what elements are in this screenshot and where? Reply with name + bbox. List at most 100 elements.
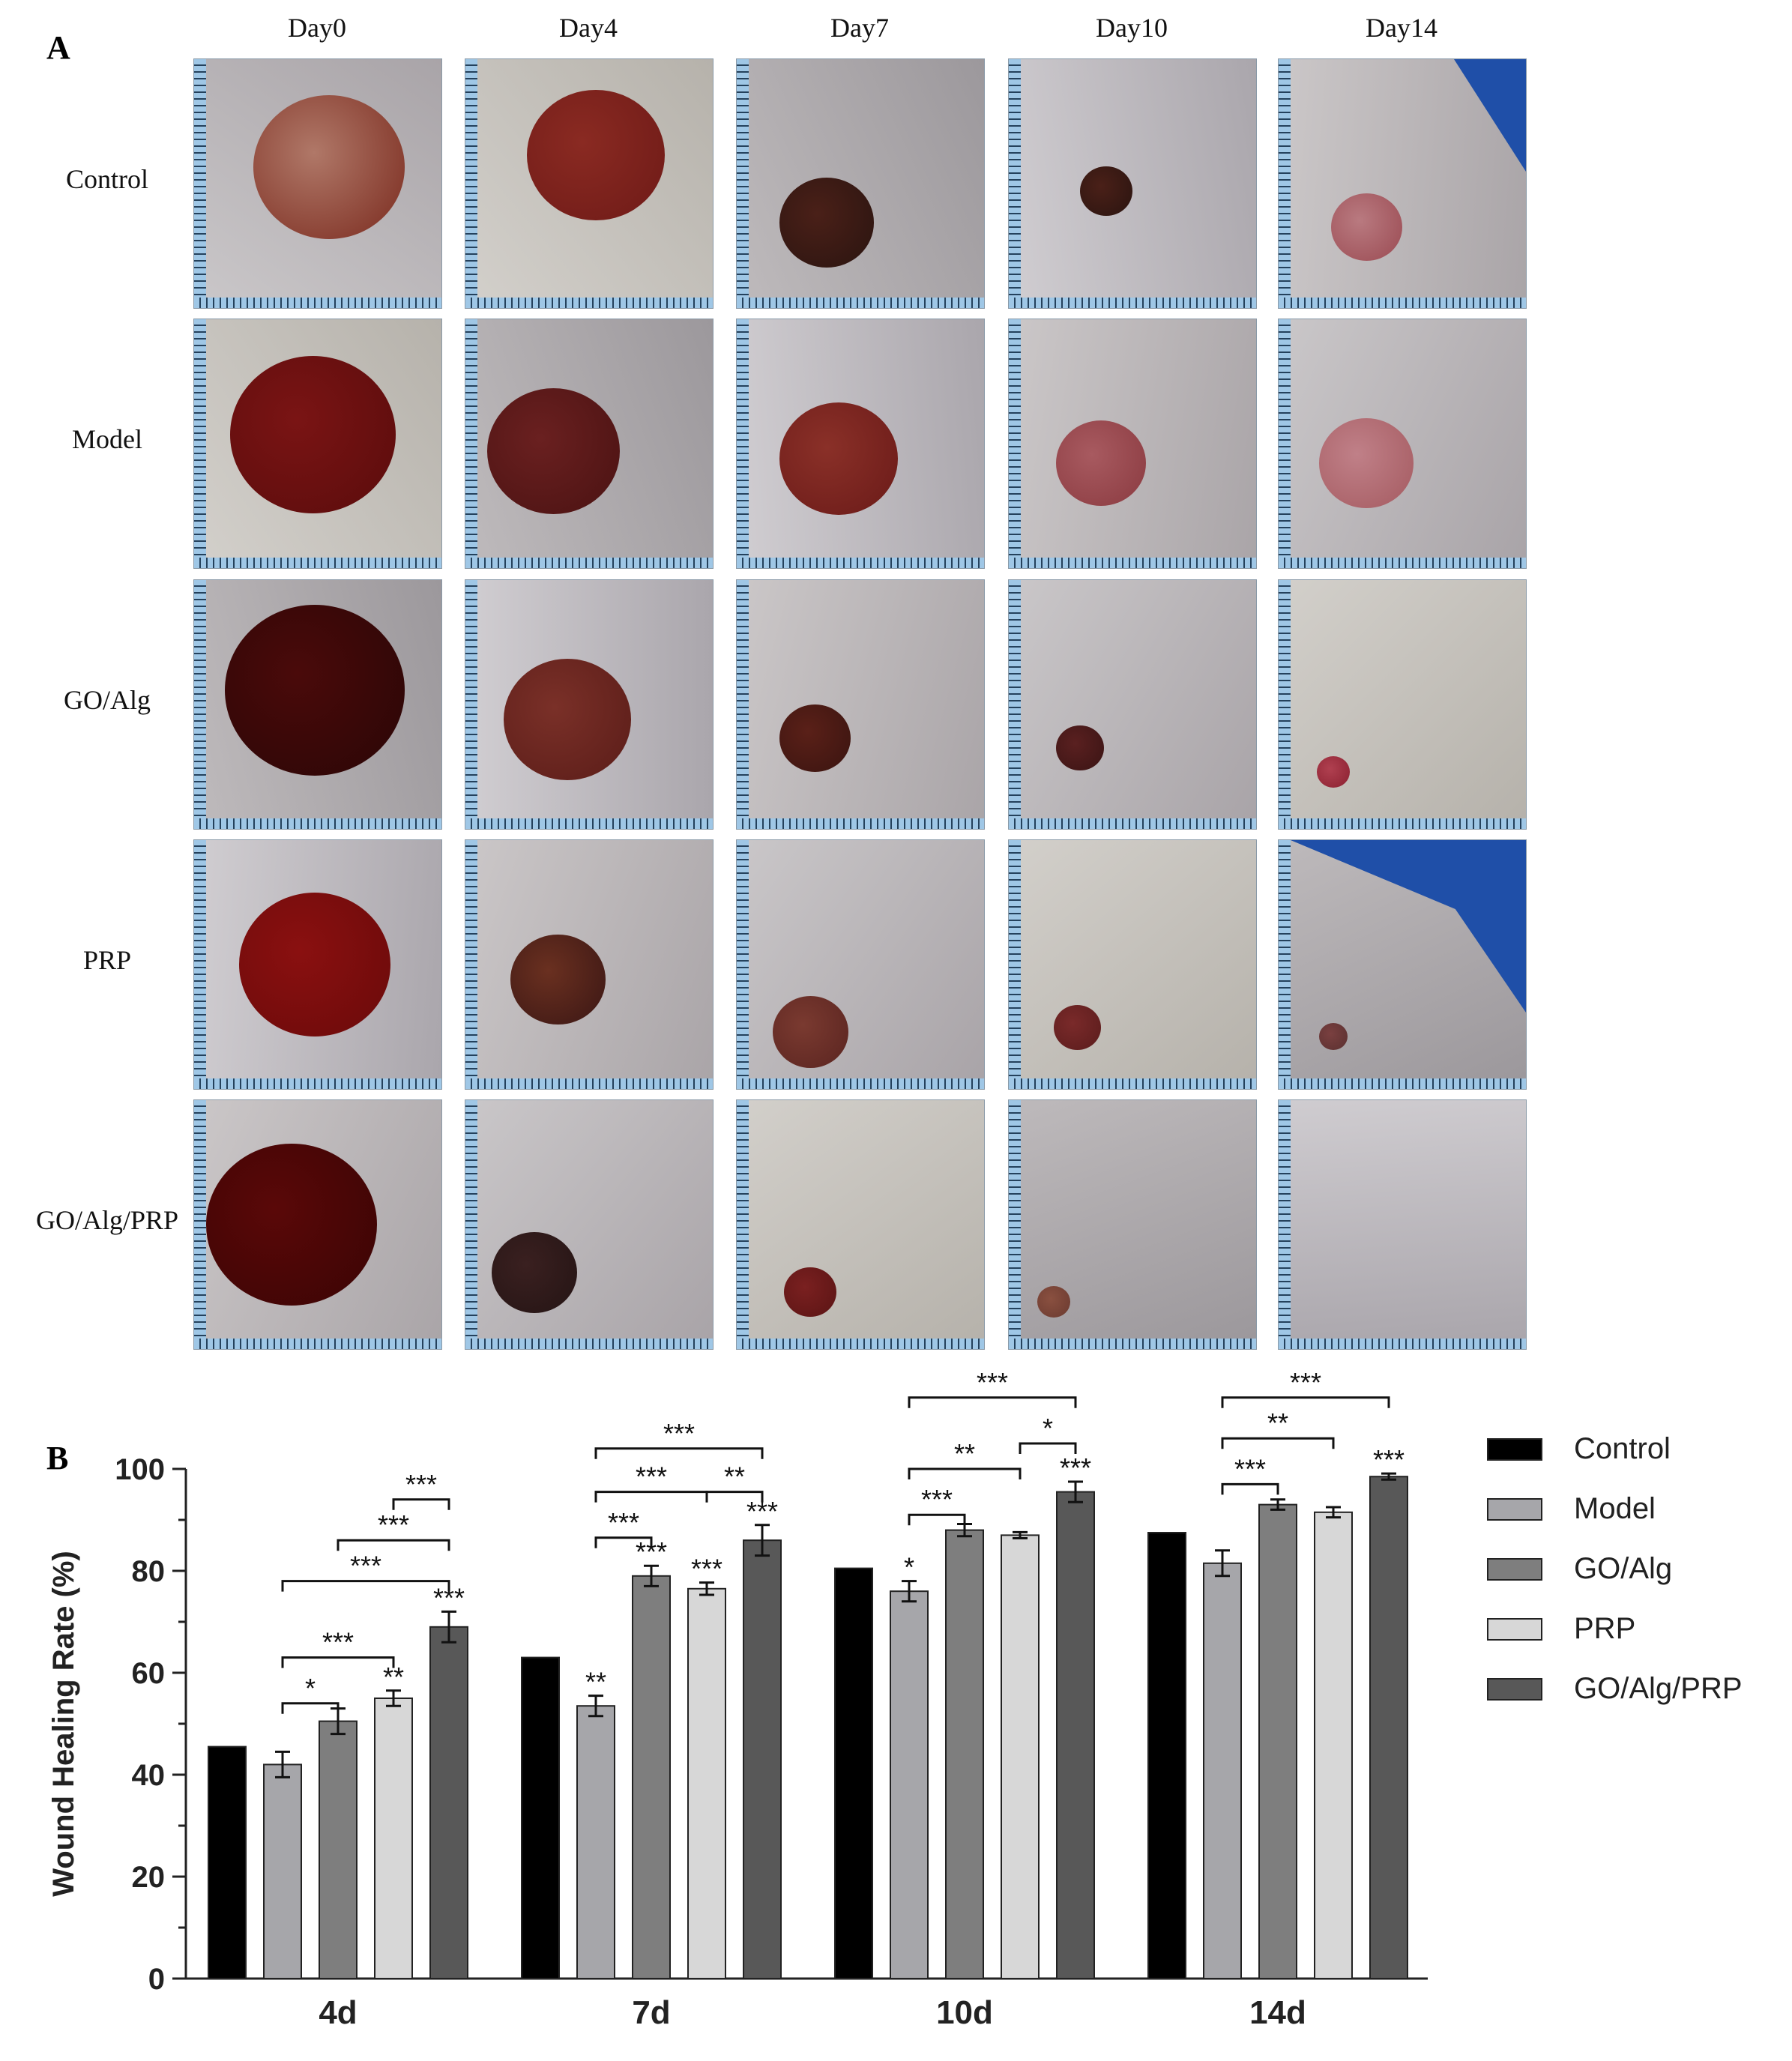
comparison-bracket — [1019, 1442, 1077, 1454]
legend-label-go-alg-prp: GO/Alg/PRP — [1574, 1672, 1743, 1705]
comparison-bracket — [1221, 1437, 1335, 1449]
legend-label-model: Model — [1574, 1492, 1656, 1525]
wound-photo — [1008, 1099, 1257, 1350]
y-tick-label: 60 — [132, 1657, 166, 1690]
y-tick-label: 40 — [132, 1759, 166, 1792]
x-tick-label-14d: 14d — [1249, 1994, 1306, 2031]
legend-label-prp: PRP — [1574, 1612, 1635, 1645]
significance-label: * — [904, 1552, 914, 1583]
significance-label: *** — [691, 1554, 722, 1584]
bar-control-7d — [521, 1656, 560, 1979]
y-tick-label: 20 — [132, 1861, 166, 1894]
legend-swatch-model — [1487, 1498, 1542, 1521]
x-tick-label-4d: 4d — [319, 1994, 357, 2031]
significance-label: *** — [1373, 1444, 1405, 1475]
day-label-day7: Day7 — [830, 13, 889, 43]
group-label-model: Model — [72, 424, 142, 454]
comparison-label: *** — [405, 1469, 437, 1500]
panel-b-label: B — [46, 1440, 69, 1476]
wound-photo — [465, 1099, 714, 1350]
bar-go-alg-10d — [945, 1529, 984, 1980]
wound-photo — [465, 839, 714, 1090]
wound-photo — [465, 58, 714, 309]
comparison-bracket — [705, 1491, 764, 1503]
comparison-label: * — [1043, 1413, 1053, 1443]
significance-label: ** — [585, 1667, 606, 1698]
comparison-bracket — [281, 1656, 395, 1668]
bar-model-14d — [1203, 1562, 1242, 1979]
wound-photo — [1008, 319, 1257, 569]
comparison-label: *** — [378, 1509, 409, 1540]
comparison-bracket — [908, 1396, 1077, 1408]
wound-photo — [1278, 58, 1527, 309]
group-label-control: Control — [65, 164, 148, 194]
x-tick-label-7d: 7d — [632, 1994, 670, 2031]
comparison-label: *** — [921, 1484, 953, 1515]
comparison-label: ** — [1267, 1407, 1288, 1438]
comparison-label: *** — [1290, 1367, 1321, 1398]
comparison-label: *** — [608, 1507, 639, 1538]
significance-label: *** — [1060, 1452, 1091, 1483]
comparison-label: * — [305, 1673, 316, 1704]
bar-go-alg-14d — [1258, 1503, 1297, 1980]
y-tick-label: 0 — [148, 1963, 165, 1996]
bar-prp-14d — [1314, 1511, 1353, 1980]
bar-prp-7d — [687, 1587, 726, 1979]
wound-photo — [193, 319, 442, 569]
y-tick-label: 100 — [115, 1453, 165, 1486]
bar-control-14d — [1147, 1532, 1186, 1979]
group-label-go-alg-prp: GO/Alg/PRP — [35, 1205, 179, 1235]
wound-photo — [465, 579, 714, 830]
bar-model-10d — [890, 1590, 929, 1979]
comparison-bracket — [1221, 1396, 1390, 1408]
wound-photo — [736, 1099, 985, 1350]
y-tick-label: 80 — [132, 1555, 166, 1588]
wound-photo — [1278, 319, 1527, 569]
legend-label-go-alg: GO/Alg — [1574, 1552, 1672, 1585]
wound-photo — [736, 839, 985, 1090]
bar-prp-4d — [374, 1698, 413, 1979]
bar-control-4d — [208, 1745, 247, 1979]
bar-go-alg-7d — [632, 1575, 671, 1979]
comparison-label: *** — [350, 1551, 381, 1581]
legend-swatch-go-alg-prp — [1487, 1678, 1542, 1701]
wound-photo — [193, 58, 442, 309]
wound-photo — [736, 58, 985, 309]
bar-go-alg-4d — [319, 1720, 358, 1979]
group-label-go-alg: GO/Alg — [64, 685, 151, 715]
wound-photo — [1008, 839, 1257, 1090]
panel-a-label: A — [46, 29, 70, 66]
legend-swatch-control — [1487, 1438, 1542, 1461]
legend-swatch-prp — [1487, 1618, 1542, 1641]
comparison-label: ** — [724, 1461, 745, 1492]
bar-model-7d — [576, 1705, 615, 1979]
wound-photo — [1278, 1099, 1527, 1350]
comparison-label: *** — [322, 1627, 354, 1658]
y-axis-title: Wound Healing Rate (%) — [47, 1551, 80, 1896]
comparison-bracket — [281, 1702, 340, 1714]
wound-photo — [1278, 839, 1527, 1090]
comparison-label: *** — [636, 1461, 667, 1492]
comparison-bracket — [337, 1539, 450, 1551]
bar-go-alg-prp-4d — [429, 1626, 468, 1979]
comparison-bracket — [908, 1467, 1022, 1479]
comparison-bracket — [594, 1536, 653, 1548]
group-label-prp: PRP — [82, 945, 132, 975]
wound-photo — [193, 579, 442, 830]
wound-photo — [1008, 58, 1257, 309]
comparison-label: *** — [663, 1418, 695, 1449]
comparison-label: *** — [1234, 1453, 1266, 1484]
day-label-day14: Day14 — [1366, 13, 1437, 43]
comparison-bracket — [908, 1513, 966, 1526]
day-label-day4: Day4 — [559, 13, 618, 43]
wound-photo — [193, 839, 442, 1090]
day-label-day0: Day0 — [288, 13, 346, 43]
comparison-bracket — [392, 1498, 450, 1510]
wound-photo — [736, 579, 985, 830]
bar-go-alg-prp-10d — [1056, 1491, 1095, 1980]
legend-label-control: Control — [1574, 1432, 1671, 1465]
comparison-label: *** — [977, 1367, 1008, 1398]
comparison-bracket — [1221, 1482, 1279, 1495]
bar-control-10d — [834, 1567, 873, 1980]
